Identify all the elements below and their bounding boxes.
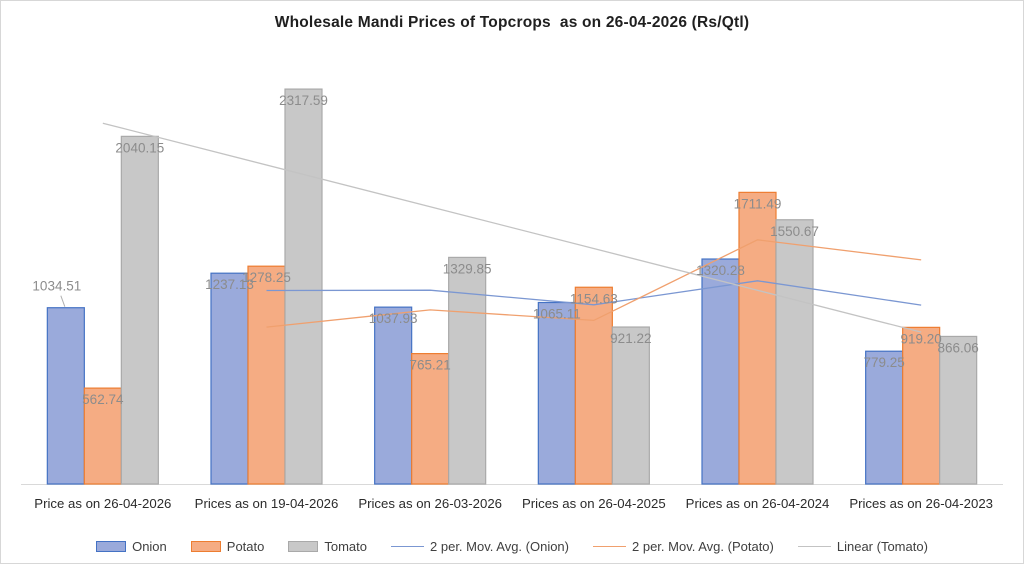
data-label-tomato-4: 1550.67 — [770, 224, 819, 239]
category-label-4: Prices as on 26-04-2024 — [686, 496, 830, 511]
legend-item-onion: Onion — [96, 539, 167, 554]
legend-item-potato: Potato — [190, 539, 265, 554]
bar-tomato-0 — [120, 135, 159, 485]
legend-line-potato — [593, 546, 626, 547]
legend-item-tomato: Tomato — [288, 539, 367, 554]
legend-item-tomato-label: Tomato — [324, 539, 368, 554]
legend-item-trendline-tomato-label: Linear (Tomato) — [836, 539, 928, 554]
legend-item-trendline-potato-label: 2 per. Mov. Avg. (Potato) — [632, 539, 774, 554]
category-label-1: Prices as on 19-04-2026 — [195, 496, 339, 511]
data-label-onion-5: 779.25 — [864, 355, 905, 370]
legend-swatch-tomato — [288, 541, 319, 552]
bar-onion-4 — [701, 258, 740, 485]
legend-line-tomato — [797, 546, 831, 547]
bar-potato-5 — [902, 326, 941, 485]
legend-item-trendline-tomato: Linear (Tomato) — [797, 539, 928, 554]
data-label-potato-5: 919.20 — [901, 331, 942, 346]
data-label-potato-1: 1278.25 — [242, 270, 291, 285]
category-label-3: Prices as on 26-04-2025 — [522, 496, 666, 511]
legend-item-trendline-onion: 2 per. Mov. Avg. (Onion) — [391, 539, 569, 554]
data-label-tomato-0: 2040.15 — [115, 140, 164, 155]
plot-area: 1034.51 1237.13 1037.93 1065.11 1320.28 779.2… — [21, 88, 1003, 511]
bar-tomato-3 — [611, 326, 650, 485]
data-label-potato-3: 1154.63 — [570, 291, 618, 306]
legend-item-trendline-onion-label: 2 per. Mov. Avg. (Onion) — [430, 539, 569, 554]
legend-line-onion — [391, 546, 425, 547]
data-label-onion-1: 1237.13 — [205, 277, 254, 292]
bar-onion-1 — [210, 272, 249, 485]
bar-onion-5 — [865, 350, 904, 485]
bar-potato-3 — [574, 286, 613, 485]
label-leader-line — [60, 295, 66, 307]
data-label-potato-0: 562.74 — [82, 392, 124, 407]
chart-title: Wholesale Mandi Prices of Topcrops as on… — [274, 14, 750, 31]
bar-tomato-5 — [939, 335, 978, 485]
bar-potato-1 — [247, 265, 286, 485]
data-label-tomato-3: 921.22 — [610, 331, 651, 346]
data-label-onion-2: 1037.93 — [369, 311, 418, 326]
data-label-potato-4: 1711.49 — [734, 196, 782, 211]
legend-item-trendline-potato: 2 per. Mov. Avg. (Potato) — [593, 539, 774, 554]
data-label-tomato-2: 1329.85 — [443, 261, 492, 276]
category-label-2: Prices as on 26-03-2026 — [358, 496, 502, 511]
legend-item-potato-label: Potato — [226, 539, 265, 554]
bar-onion-2 — [374, 306, 413, 485]
legend-swatch-potato — [190, 541, 221, 552]
data-label-onion-4: 1320.28 — [696, 263, 745, 278]
category-label-5: Prices as on 26-04-2023 — [849, 496, 993, 511]
bar-onion-3 — [537, 301, 576, 485]
trendline-tomato — [102, 122, 922, 333]
trendline-potato — [266, 239, 922, 328]
legend-swatch-onion — [96, 541, 127, 552]
trendline-onion — [266, 280, 922, 306]
bar-tomato-1 — [284, 88, 323, 485]
legend-item-onion-label: Onion — [132, 539, 167, 554]
bar-tomato-2 — [448, 256, 487, 485]
data-label-tomato-1: 2317.59 — [279, 93, 328, 108]
chart-legend: Onion Potato Tomato 2 per. Mov. Avg. (Onion… — [1, 539, 1023, 554]
data-label-tomato-5: 866.06 — [938, 340, 979, 355]
category-label-0: Price as on 26-04-2026 — [34, 496, 171, 511]
data-label-onion-3: 1065.11 — [533, 307, 581, 322]
data-label-onion-0: 1034.51 — [32, 279, 81, 294]
bar-tomato-4 — [775, 219, 814, 485]
data-label-potato-2: 765.21 — [410, 358, 451, 373]
bar-onion-0 — [46, 307, 85, 485]
bar-potato-2 — [411, 353, 450, 485]
